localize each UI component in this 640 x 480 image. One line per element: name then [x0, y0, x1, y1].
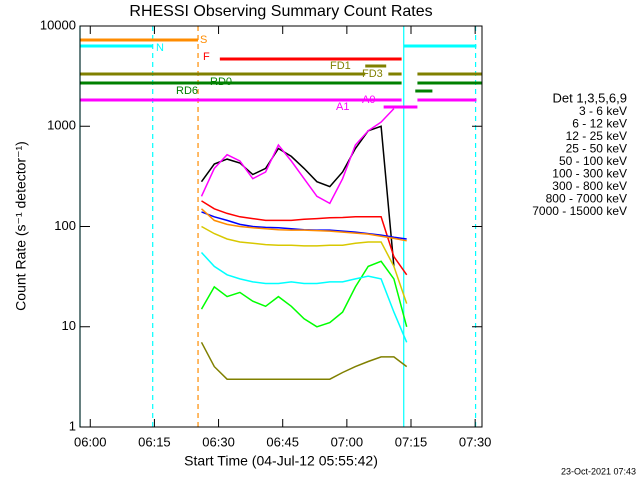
footer: 23-Oct-2021 07:43 — [561, 466, 636, 476]
y-tick-label: 1 — [69, 418, 76, 433]
flag-label: RD6 — [176, 85, 198, 97]
legend-title: Det 1,3,5,6,9 — [553, 90, 627, 105]
x-tick-label: 06:45 — [266, 434, 299, 449]
legend-entry: 300 - 800 keV — [552, 179, 627, 193]
flag-label: A0 — [362, 94, 375, 106]
legend-entry: 50 - 100 keV — [559, 154, 627, 168]
x-tick-label: 06:15 — [138, 434, 171, 449]
legend-entry: 7000 - 15000 keV — [532, 204, 627, 218]
flag-label: FD3 — [362, 68, 383, 80]
x-tick-label: 07:00 — [331, 434, 364, 449]
flag-label: S — [200, 34, 207, 46]
y-tick-label: 10 — [62, 318, 76, 333]
flag-label: F — [203, 51, 210, 63]
y-tick-label: 100 — [54, 218, 76, 233]
y-tick-label: 10000 — [40, 17, 76, 32]
flag-label: N — [156, 42, 164, 54]
series-line — [200, 125, 395, 267]
x-tick-label: 07:30 — [459, 434, 492, 449]
series-line — [201, 200, 408, 276]
series-line — [200, 251, 408, 343]
legend-entry: 3 - 6 keV — [579, 104, 627, 118]
series-line — [200, 260, 408, 328]
x-axis-label: Start Time (04-Jul-12 05:55:42) — [184, 453, 378, 469]
chart-title: RHESSI Observing Summary Count Rates — [129, 3, 432, 20]
legend-entry: 6 - 12 keV — [572, 117, 627, 131]
legend-entry: 100 - 300 keV — [552, 167, 627, 181]
x-tick-label: 06:30 — [202, 434, 235, 449]
y-axis-label: Count Rate (s⁻¹ detector⁻¹) — [13, 141, 29, 311]
flag-label: FD1 — [330, 60, 351, 72]
series-line — [200, 108, 395, 205]
series-line — [201, 225, 408, 304]
flag-label: A1 — [336, 101, 349, 113]
flag-label: RD0 — [210, 76, 232, 88]
y-tick-label: 1000 — [47, 118, 76, 133]
legend-entry: 12 - 25 keV — [566, 129, 627, 143]
x-tick-label: 06:00 — [74, 434, 107, 449]
legend-entry: 800 - 7000 keV — [546, 192, 627, 206]
legend-entry: 25 - 50 keV — [566, 142, 627, 156]
x-tick-label: 07:15 — [395, 434, 428, 449]
series-line — [200, 208, 407, 242]
series-line — [200, 341, 408, 380]
